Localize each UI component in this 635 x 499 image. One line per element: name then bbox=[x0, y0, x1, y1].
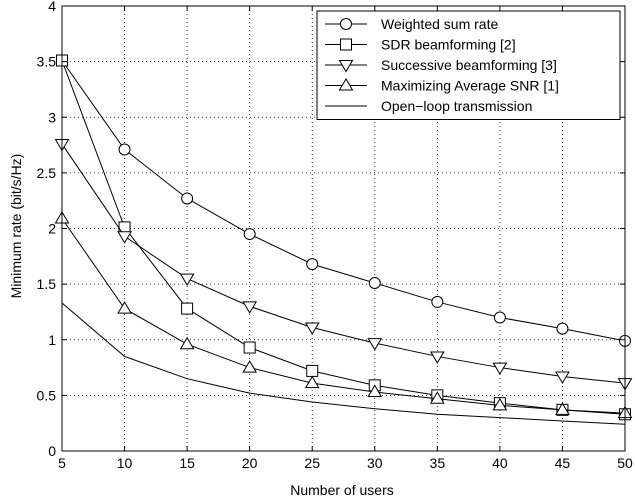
legend-box bbox=[316, 10, 621, 120]
x-tick-label: 50 bbox=[617, 455, 633, 471]
legend-item: Successive beamforming [3] bbox=[325, 57, 557, 73]
x-tick-label: 10 bbox=[117, 455, 133, 471]
legend-label: Successive beamforming [3] bbox=[381, 57, 557, 73]
data-point-triangle-down bbox=[304, 322, 320, 335]
series-1 bbox=[56, 54, 631, 347]
data-point-triangle-up bbox=[304, 375, 320, 389]
x-tick-label: 5 bbox=[58, 455, 66, 471]
series-5 bbox=[61, 302, 626, 425]
data-point-triangle-up bbox=[429, 391, 445, 404]
series-line bbox=[61, 60, 626, 342]
data-point-circle bbox=[306, 258, 319, 271]
x-tick-label: 35 bbox=[430, 455, 446, 471]
series-layer bbox=[54, 54, 633, 425]
series-4 bbox=[54, 211, 633, 419]
data-point-triangle-up bbox=[117, 301, 132, 314]
data-point-triangle-up bbox=[367, 384, 383, 398]
data-point-circle bbox=[493, 311, 506, 324]
data-point-circle bbox=[181, 192, 194, 205]
data-point-circle bbox=[243, 228, 256, 241]
y-tick-label: 2.5 bbox=[37, 165, 57, 181]
data-point-square bbox=[306, 364, 319, 377]
legend-item: SDR beamforming [2] bbox=[325, 37, 516, 53]
y-tick-label: 2 bbox=[48, 221, 56, 237]
legend-label: SDR beamforming [2] bbox=[381, 37, 516, 53]
legend-label: Open−loop transmission bbox=[381, 98, 532, 114]
data-point-triangle-up bbox=[492, 397, 508, 411]
legend-marker bbox=[340, 18, 352, 30]
data-point-circle bbox=[431, 295, 444, 308]
y-tick-label: 3.5 bbox=[37, 54, 57, 70]
legend-item: Maximizing Average SNR [1] bbox=[325, 78, 559, 94]
y-axis-label: Minimum rate (bit/s/Hz) bbox=[8, 154, 24, 299]
data-point-triangle-up bbox=[242, 360, 258, 373]
series-line bbox=[61, 302, 626, 425]
data-point-circle bbox=[368, 277, 381, 290]
data-point-triangle-down bbox=[555, 371, 570, 384]
x-tick-label: 15 bbox=[179, 455, 195, 471]
series-3 bbox=[54, 138, 633, 391]
data-point-triangle-down bbox=[117, 231, 132, 244]
y-tick-label: 4 bbox=[48, 0, 56, 14]
x-tick-label: 25 bbox=[304, 455, 320, 471]
series-line bbox=[61, 143, 626, 384]
x-tick-label: 45 bbox=[555, 455, 571, 471]
legend-item: Open−loop transmission bbox=[325, 98, 532, 114]
data-point-triangle-up bbox=[179, 336, 195, 350]
data-point-triangle-down bbox=[242, 301, 258, 314]
y-tick-label: 1.5 bbox=[37, 276, 57, 292]
data-point-circle bbox=[556, 322, 569, 335]
data-point-triangle-down bbox=[367, 338, 383, 351]
legend-marker bbox=[340, 38, 352, 51]
x-tick-label: 30 bbox=[367, 455, 383, 471]
data-point-triangle-down bbox=[429, 351, 445, 364]
series-line bbox=[61, 60, 626, 415]
data-point-triangle-down bbox=[179, 273, 195, 287]
x-axis-label: Number of users bbox=[290, 482, 393, 498]
legend-item: Weighted sum rate bbox=[325, 16, 498, 32]
data-point-square bbox=[243, 341, 256, 354]
data-point-triangle-down bbox=[492, 362, 508, 376]
x-tick-label: 20 bbox=[242, 455, 258, 471]
legend-marker bbox=[338, 78, 354, 91]
y-tick-label: 3 bbox=[48, 109, 56, 125]
y-tick-label: 0 bbox=[48, 443, 56, 459]
legend-marker bbox=[338, 60, 354, 73]
legend: Weighted sum rate SDR beamforming [2] Succ… bbox=[316, 10, 621, 120]
legend-label: Weighted sum rate bbox=[381, 16, 498, 32]
data-point-circle bbox=[118, 143, 131, 156]
data-point-square bbox=[181, 302, 194, 315]
legend-label: Maximizing Average SNR [1] bbox=[381, 78, 559, 94]
y-tick-label: 0.5 bbox=[37, 387, 57, 403]
y-tick-label: 1 bbox=[48, 332, 56, 348]
data-point-triangle-up bbox=[555, 402, 570, 415]
series-line bbox=[61, 218, 626, 414]
axis-ticks: 5 10 15 20 25 30 35 40 45 50 0 0.5 1 1.5 2 2.5 3 3.5 4 bbox=[37, 0, 633, 471]
x-tick-label: 40 bbox=[492, 455, 508, 471]
